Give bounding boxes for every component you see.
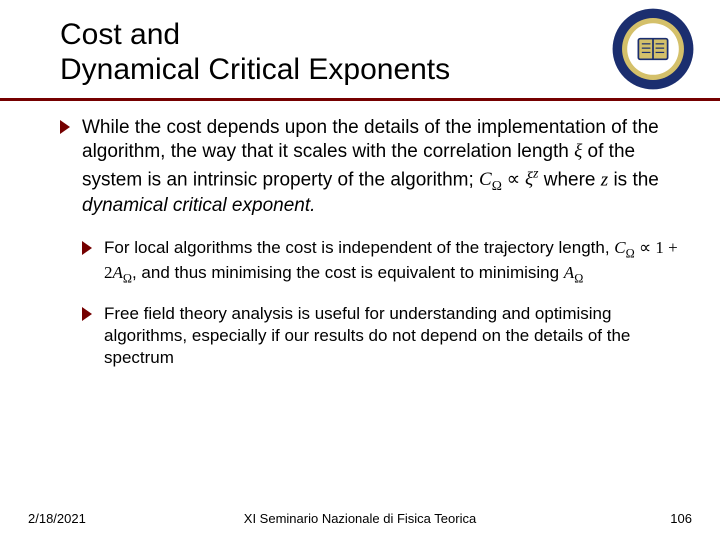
title-line-1: Cost and [60, 18, 180, 51]
math-formula: AΩ [564, 263, 583, 282]
text-run: where [538, 169, 600, 190]
slide: Cost and Dynamical Critical Exponents Wh… [0, 0, 720, 540]
emphasis-dce: dynamical critical exponent. [82, 195, 315, 216]
bullet-icon [82, 241, 92, 255]
footer-page: 106 [670, 511, 692, 526]
title-line-2: Dynamical Critical Exponents [60, 53, 450, 86]
text-run: While the cost depends upon the details … [82, 117, 659, 162]
horizontal-rule [0, 98, 720, 101]
footer-center: XI Seminario Nazionale di Fisica Teorica [0, 511, 720, 526]
slide-body: While the cost depends upon the details … [60, 116, 680, 385]
university-logo [610, 6, 696, 92]
text-run: Free field theory analysis is useful for… [104, 304, 630, 367]
bullet-icon [60, 120, 70, 134]
text-run: For local algorithms the cost is indepen… [104, 238, 614, 257]
text-run: , and thus minimising the cost is equiva… [132, 263, 564, 282]
bullet-level-1: While the cost depends upon the details … [60, 116, 680, 219]
bullet-level-2: Free field theory analysis is useful for… [82, 303, 680, 369]
bullet-level-2: For local algorithms the cost is indepen… [82, 237, 680, 288]
bullet-icon [82, 307, 92, 321]
text-run: is the [608, 169, 659, 190]
slide-title: Cost and Dynamical Critical Exponents [0, 0, 600, 97]
math-formula: CΩ ∝ ξz [479, 169, 538, 190]
